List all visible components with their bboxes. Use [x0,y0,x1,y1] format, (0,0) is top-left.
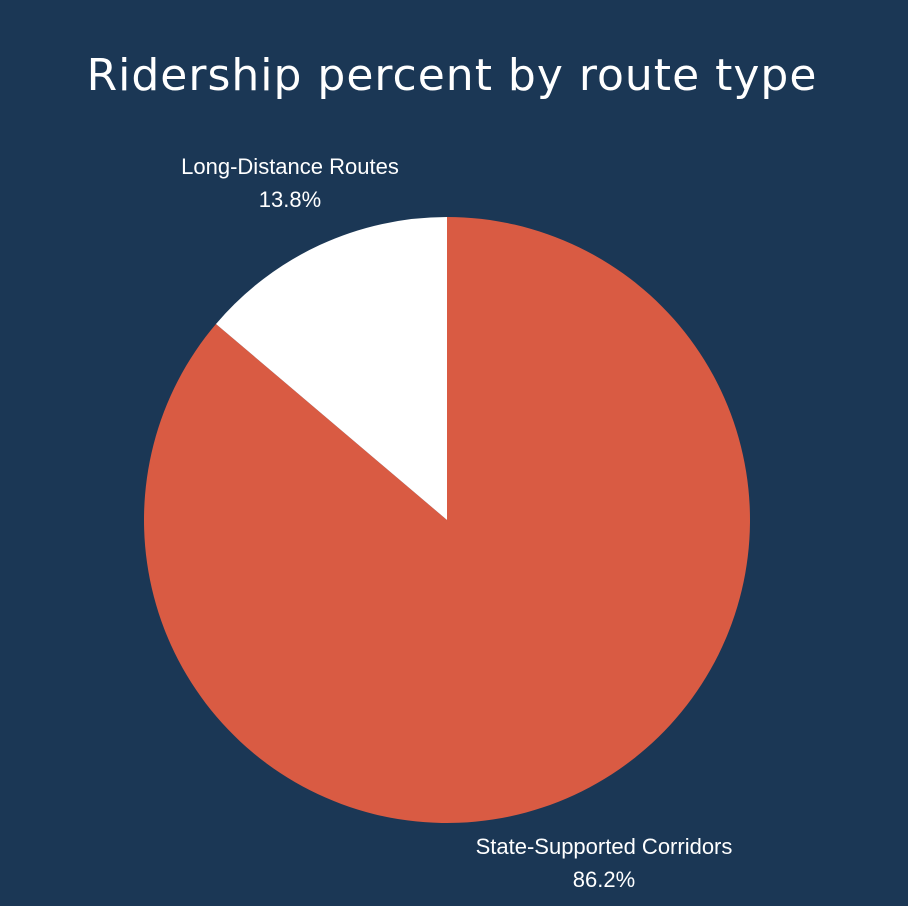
slice-labels: State-Supported Corridors 86.2% Long-Dista… [181,154,732,892]
slice-label-value: 86.2% [573,867,635,892]
pie-slice-state-supported-corridors [143,217,750,824]
slice-label-name: State-Supported Corridors [476,834,733,859]
pie-slices [143,217,750,824]
slice-label-value: 13.8% [259,187,321,212]
pie-slice-long-distance-routes [215,217,447,520]
slice-label-name: Long-Distance Routes [181,154,399,179]
chart-title: Ridership percent by route type [87,50,818,101]
